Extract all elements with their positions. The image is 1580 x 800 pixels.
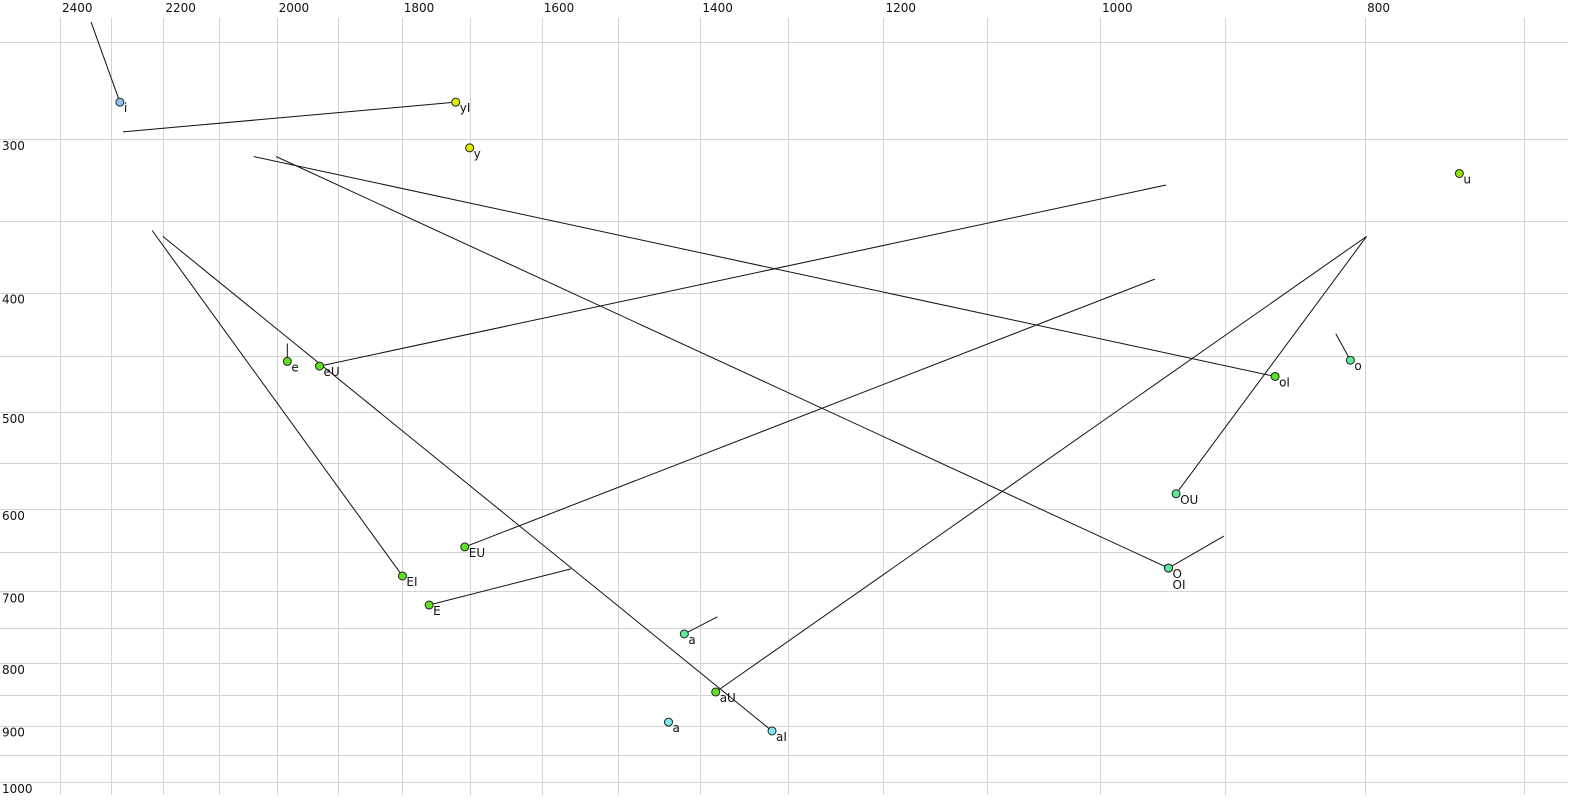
axis-ticks: 2400 2200 2000 1800 1600 1400 1200 1000 800 300 40… [2,1,1390,796]
point-label: o [1354,359,1361,373]
trajectory-aI [162,235,773,732]
point-E [424,600,434,610]
trajectory-OI [275,156,1169,569]
point-label: y [474,147,481,161]
point-a [664,717,674,727]
point-label: i [124,101,127,115]
trajectory-yI [122,101,456,133]
point-label: u [1463,172,1471,186]
points: i yI y u e eU oI o OU OOI EU EI Ea aU a aI [115,97,1471,744]
point-OU [1171,489,1181,499]
y-tick-label: 300 [2,139,25,153]
trajectory-i [90,21,121,103]
y-tick-label: 1000 [2,782,33,796]
point-label: EI [406,575,417,589]
point-label: yI [460,101,471,115]
point-a [679,629,689,639]
x-tick-label: 1200 [885,1,916,15]
point-i [115,97,125,107]
x-tick-label: 1400 [702,1,733,15]
point-o [1345,355,1355,365]
trajectory-EU [464,278,1155,548]
trajectory-eU [319,184,1167,367]
point-oI [1270,371,1280,381]
x-tick-label: 1600 [544,1,575,15]
x-tick-label: 1000 [1102,1,1133,15]
point-label: aI [776,730,787,744]
y-tick-label: 400 [2,293,25,307]
y-tick-label: 600 [2,509,25,523]
y-tick-label: 800 [2,663,25,677]
trajectory-o [1335,333,1351,361]
trajectories [90,21,1368,732]
point-label: aU [720,691,736,705]
trajectory-aU [715,235,1367,693]
x-tick-label: 2200 [165,1,196,15]
point-OI [1164,563,1174,573]
y-tick-label: 500 [2,412,25,426]
trajectory-EI [151,230,403,577]
point-yI [451,97,461,107]
trajectory-E [429,568,572,606]
point-label: a [688,633,695,647]
point-e [282,356,292,366]
trajectory-OU [1175,236,1368,495]
point-u [1454,168,1464,178]
trajectory-O [1168,535,1225,569]
y-tick-label: 700 [2,591,25,605]
point-EI [397,571,407,581]
point-aI [767,726,777,736]
point-label: a [673,721,680,735]
grid [0,18,1568,795]
point-eU [315,361,325,371]
y-tick-label: 900 [2,726,25,740]
point-EU [460,542,470,552]
point-label: oI [1279,375,1290,389]
point-label: O [1173,567,1182,581]
point-y [465,143,475,153]
point-label: OU [1180,493,1198,507]
point-label: E [433,604,441,618]
x-tick-label: 800 [1367,1,1390,15]
point-label: OI [1173,578,1186,592]
x-tick-label: 1800 [404,1,435,15]
trajectory-oI [253,156,1276,377]
point-label: e [291,360,298,374]
point-label: EU [469,546,485,560]
trajectory-a [684,616,718,635]
x-tick-label: 2400 [62,1,93,15]
point-label: eU [324,365,340,379]
x-tick-label: 2000 [279,1,310,15]
point-aU [711,687,721,697]
